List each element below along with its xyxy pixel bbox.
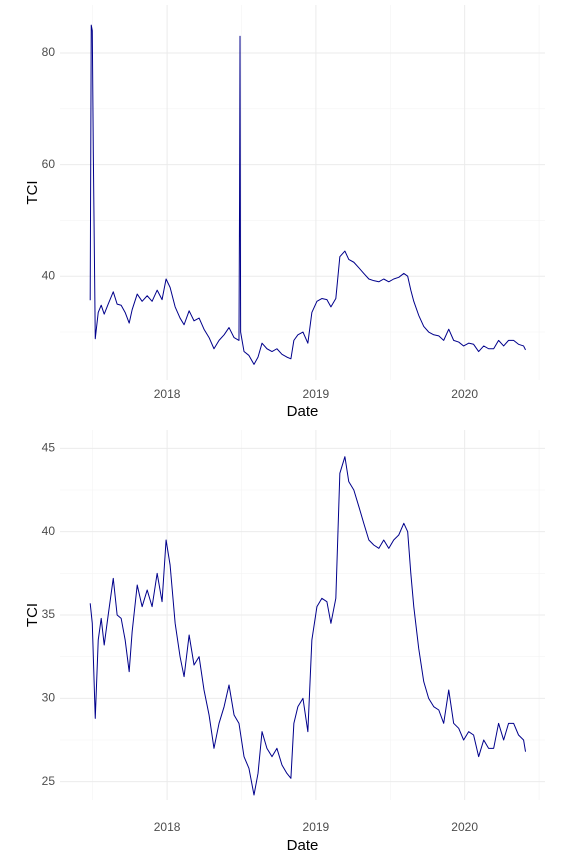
data-line — [89, 24, 526, 365]
x-tick-label: 2018 — [154, 387, 181, 401]
y-axis-title: TCI — [24, 180, 41, 204]
x-axis-title: Date — [287, 403, 319, 420]
x-axis-title: Date — [287, 837, 319, 854]
y-tick-label: 60 — [42, 157, 56, 171]
data-line — [89, 456, 527, 796]
x-tick-label: 2020 — [451, 387, 478, 401]
y-tick-label: 40 — [42, 268, 56, 282]
x-tick-label: 2020 — [451, 820, 478, 834]
y-tick-label: 40 — [42, 524, 56, 538]
y-axis-title: TCI — [24, 603, 41, 627]
y-tick-label: 35 — [42, 607, 56, 621]
x-tick-label: 2019 — [303, 387, 330, 401]
y-tick-label: 80 — [42, 45, 56, 59]
y-tick-label: 25 — [42, 774, 56, 788]
y-tick-label: 30 — [42, 691, 56, 705]
x-tick-label: 2018 — [154, 820, 181, 834]
x-tick-label: 2019 — [303, 820, 330, 834]
y-tick-label: 45 — [42, 441, 56, 455]
